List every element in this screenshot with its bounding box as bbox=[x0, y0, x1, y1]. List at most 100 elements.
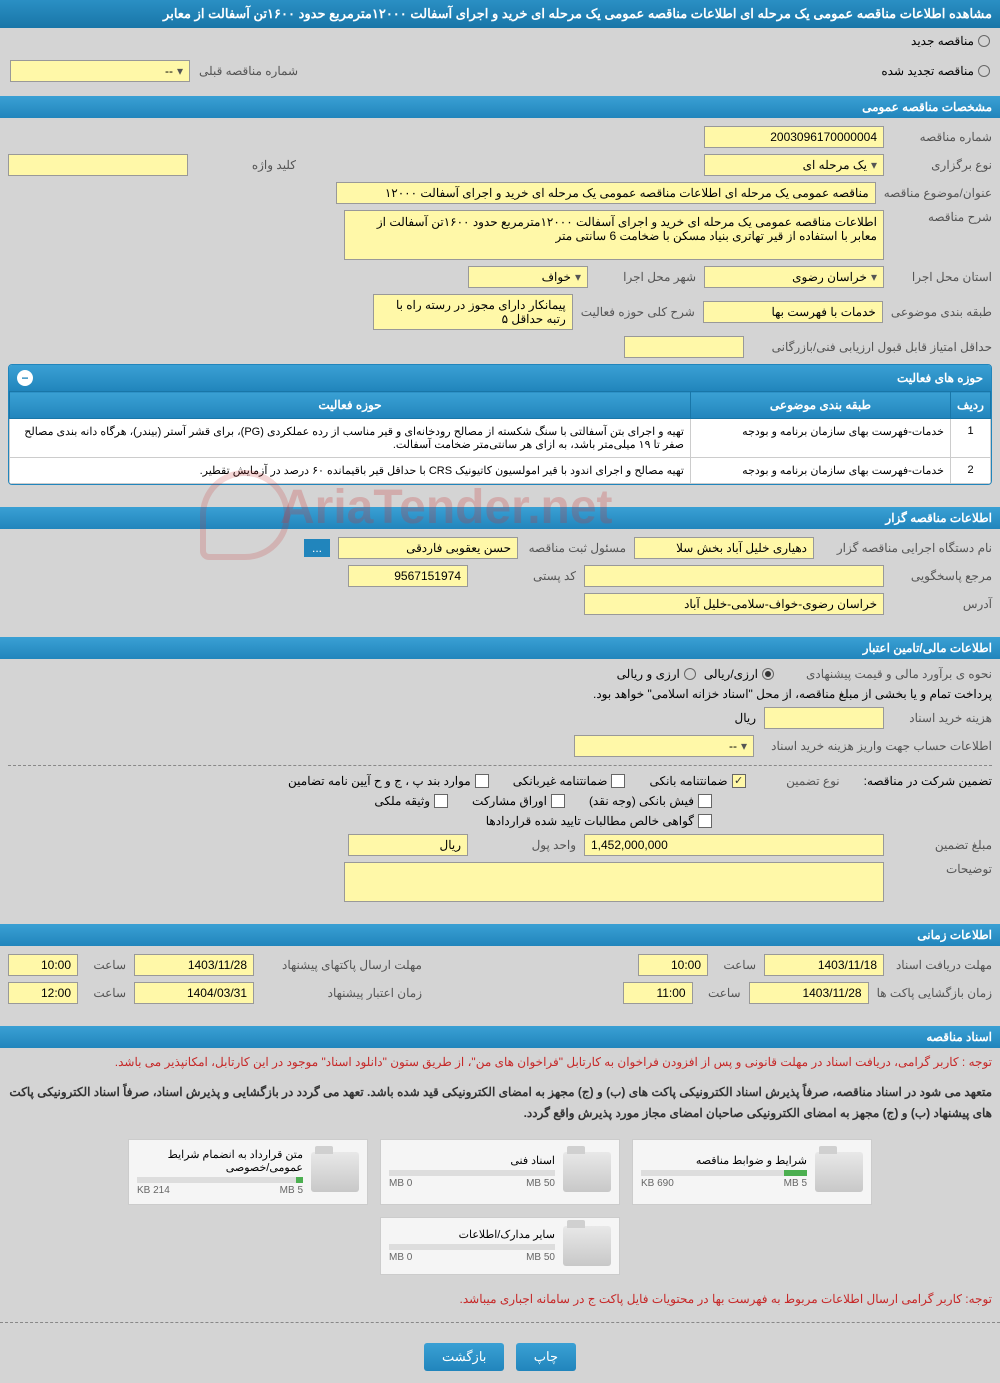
validity-date[interactable]: 1404/03/31 bbox=[134, 982, 254, 1004]
chk-property[interactable]: وثیقه ملکی bbox=[374, 794, 448, 808]
radio-icon bbox=[978, 35, 990, 47]
doc-card[interactable]: متن قرارداد به انضمام شرایط عمومی/خصوصی … bbox=[128, 1139, 368, 1205]
min-score-field[interactable] bbox=[624, 336, 744, 358]
doc-info: شرایط و ضوابط مناقصه 5 MB690 KB bbox=[641, 1154, 807, 1189]
open-time[interactable]: 11:00 bbox=[623, 982, 693, 1004]
send-date[interactable]: 1403/11/28 bbox=[134, 954, 254, 976]
doc-info: سایر مدارک/اطلاعات 50 MB0 MB bbox=[389, 1228, 555, 1263]
type-select[interactable]: یک مرحله ای bbox=[704, 154, 884, 176]
progress-bar bbox=[389, 1244, 555, 1250]
doc-title: متن قرارداد به انضمام شرایط عمومی/خصوصی bbox=[137, 1148, 303, 1174]
min-score-label: حداقل امتیاز قابل قبول ارزیابی فنی/بازرگ… bbox=[752, 340, 992, 354]
radio-label: ارزی/ریالی bbox=[704, 667, 758, 681]
checkbox-icon bbox=[475, 774, 489, 788]
radio-both[interactable]: ارزی و ریالی bbox=[617, 667, 696, 681]
progress-bar bbox=[641, 1170, 807, 1176]
activity-desc-field[interactable]: پیمانکار دارای مجوز در رسته راه با رتبه … bbox=[373, 294, 573, 330]
type-label: نوع برگزاری bbox=[892, 158, 992, 172]
folder-icon bbox=[563, 1152, 611, 1192]
table-cell: 1 bbox=[951, 419, 991, 458]
page-header: مشاهده اطلاعات مناقصه عمومی یک مرحله ای … bbox=[0, 0, 1000, 28]
collapse-icon[interactable]: − bbox=[17, 370, 33, 386]
radio-label: ارزی و ریالی bbox=[617, 667, 680, 681]
doc-meta: 5 MB690 KB bbox=[641, 1178, 807, 1189]
account-select[interactable]: -- bbox=[574, 735, 754, 757]
radio-renewed-tender[interactable]: مناقصه تجدید شده bbox=[881, 64, 990, 78]
exec-label: نام دستگاه اجرایی مناقصه گزار bbox=[822, 541, 992, 555]
table-header-cell: ردیف bbox=[951, 392, 991, 419]
chk-bank-guarantee[interactable]: ضمانتنامه بانکی bbox=[649, 774, 745, 788]
activity-table-title: حوزه های فعالیت bbox=[897, 371, 983, 385]
folder-icon bbox=[815, 1152, 863, 1192]
print-button[interactable]: چاپ bbox=[516, 1343, 576, 1371]
keyword-field[interactable] bbox=[8, 154, 188, 176]
registrar-label: مسئول ثبت مناقصه bbox=[526, 541, 626, 555]
address-field: خراسان رضوی-خواف-سلامی-خلیل آباد bbox=[584, 593, 884, 615]
section-organizer: اطلاعات مناقصه گزار bbox=[0, 507, 1000, 529]
table-row: 1خدمات-فهرست بهای سازمان برنامه و بودجهت… bbox=[10, 419, 991, 458]
radio-rial[interactable]: ارزی/ریالی bbox=[704, 667, 774, 681]
table-cell: تهیه و اجرای بتن آسفالتی با سنگ شکسته از… bbox=[10, 419, 691, 458]
doc-card[interactable]: اسناد فنی 50 MB0 MB bbox=[380, 1139, 620, 1205]
chk-nonbank-guarantee[interactable]: ضمانتنامه غیربانکی bbox=[513, 774, 626, 788]
organizer-form: نام دستگاه اجرایی مناقصه گزار دهیاری خلی… bbox=[0, 529, 1000, 629]
checkbox-icon bbox=[698, 814, 712, 828]
receive-date[interactable]: 1403/11/18 bbox=[764, 954, 884, 976]
chk-bonds[interactable]: اوراق مشارکت bbox=[472, 794, 565, 808]
number-label: شماره مناقصه bbox=[892, 130, 992, 144]
checkbox-icon bbox=[732, 774, 746, 788]
section-general: مشخصات مناقصه عمومی bbox=[0, 96, 1000, 118]
city-select[interactable]: خواف bbox=[468, 266, 588, 288]
table-row: 2خدمات-فهرست بهای سازمان برنامه و بودجهت… bbox=[10, 458, 991, 484]
chk-bank-receipt[interactable]: فیش بانکی (وجه نقد) bbox=[589, 794, 712, 808]
activity-table-header: حوزه های فعالیت − bbox=[9, 365, 991, 391]
validity-time[interactable]: 12:00 bbox=[8, 982, 78, 1004]
desc-field[interactable]: اطلاعات مناقصه عمومی یک مرحله ای خرید و … bbox=[344, 210, 884, 260]
prev-number-select[interactable]: -- bbox=[10, 60, 190, 82]
back-button[interactable]: بازگشت bbox=[424, 1343, 504, 1371]
notes-field[interactable] bbox=[344, 862, 884, 902]
province-select[interactable]: خراسان رضوی bbox=[704, 266, 884, 288]
receive-time[interactable]: 10:00 bbox=[638, 954, 708, 976]
separator bbox=[8, 765, 992, 766]
category-field[interactable]: خدمات با فهرست بها bbox=[703, 301, 883, 323]
postal-field: 9567151974 bbox=[348, 565, 468, 587]
amount-field[interactable]: 1,452,000,000 bbox=[584, 834, 884, 856]
table-cell: خدمات-فهرست بهای سازمان برنامه و بودجه bbox=[691, 419, 951, 458]
send-time[interactable]: 10:00 bbox=[8, 954, 78, 976]
province-label: استان محل اجرا bbox=[892, 270, 992, 284]
address-label: آدرس bbox=[892, 597, 992, 611]
separator bbox=[0, 1322, 1000, 1323]
progress-bar bbox=[137, 1177, 303, 1183]
doc-meta: 50 MB0 MB bbox=[389, 1178, 555, 1189]
chk-bylaw[interactable]: موارد بند پ ، ج و ح آیین نامه تضامین bbox=[288, 774, 489, 788]
subject-field[interactable]: مناقصه عمومی یک مرحله ای اطلاعات مناقصه … bbox=[336, 182, 876, 204]
number-field: 2003096170000004 bbox=[704, 126, 884, 148]
general-form: شماره مناقصه 2003096170000004 نوع برگزار… bbox=[0, 118, 1000, 499]
tender-renewed-row: مناقصه تجدید شده شماره مناقصه قبلی -- bbox=[0, 54, 1000, 88]
chk-receivables[interactable]: گواهی خالص مطالبات تایید شده قراردادها bbox=[486, 814, 712, 828]
registrar-field: حسن یعقوبی فاردقی bbox=[338, 537, 518, 559]
doc-card[interactable]: شرایط و ضوابط مناقصه 5 MB690 KB bbox=[632, 1139, 872, 1205]
section-financial: اطلاعات مالی/تامین اعتبار bbox=[0, 637, 1000, 659]
receive-label: مهلت دریافت اسناد bbox=[892, 958, 992, 972]
payment-note: پرداخت تمام و یا بخشی از مبلغ مناقصه، از… bbox=[593, 687, 992, 701]
financial-form: نحوه ی برآورد مالی و قیمت پیشنهادی ارزی/… bbox=[0, 659, 1000, 916]
doc-info: اسناد فنی 50 MB0 MB bbox=[389, 1154, 555, 1189]
contact-field[interactable] bbox=[584, 565, 884, 587]
more-button[interactable]: ... bbox=[304, 539, 330, 557]
doc-card[interactable]: سایر مدارک/اطلاعات 50 MB0 MB bbox=[380, 1217, 620, 1275]
radio-new-tender[interactable]: مناقصه جدید bbox=[911, 34, 990, 48]
category-label: طبقه بندی موضوعی bbox=[891, 305, 992, 319]
open-date[interactable]: 1403/11/28 bbox=[749, 982, 869, 1004]
account-label: اطلاعات حساب جهت واریز هزینه خرید اسناد bbox=[762, 739, 992, 753]
progress-bar bbox=[389, 1170, 555, 1176]
doc-info: متن قرارداد به انضمام شرایط عمومی/خصوصی … bbox=[137, 1148, 303, 1196]
time-label: ساعت bbox=[86, 986, 126, 1000]
documents-area: توجه : کاربر گرامی، دریافت اسناد در مهلت… bbox=[0, 1048, 1000, 1314]
table-header-cell: حوزه فعالیت bbox=[10, 392, 691, 419]
doc-note2: متعهد می شود در اسناد مناقصه، صرفاً پذیر… bbox=[0, 1078, 1000, 1129]
doc-cost-field[interactable] bbox=[764, 707, 884, 729]
doc-title: اسناد فنی bbox=[389, 1154, 555, 1167]
contact-label: مرجع پاسخگویی bbox=[892, 569, 992, 583]
